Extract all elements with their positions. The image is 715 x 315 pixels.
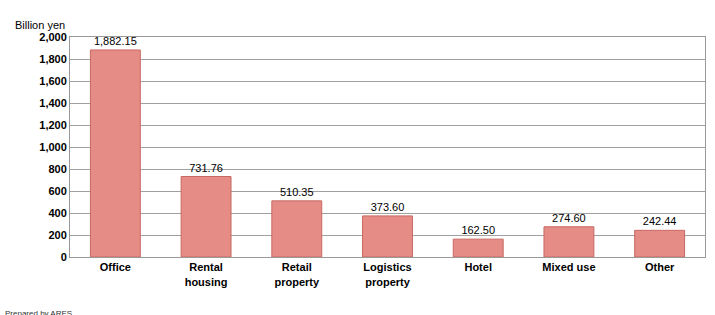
svg-text:1,800: 1,800 [39, 53, 67, 65]
svg-text:1,400: 1,400 [39, 97, 67, 109]
svg-text:162.50: 162.50 [461, 224, 495, 236]
svg-text:1,000: 1,000 [39, 141, 67, 153]
svg-text:Other: Other [645, 261, 675, 273]
svg-text:1,600: 1,600 [39, 75, 67, 87]
svg-text:Billion yen: Billion yen [15, 19, 65, 31]
svg-text:200: 200 [48, 229, 66, 241]
svg-text:242.44: 242.44 [643, 215, 677, 227]
svg-text:Mixed use: Mixed use [542, 261, 595, 273]
svg-text:400: 400 [48, 207, 66, 219]
svg-text:Logisticsproperty: Logisticsproperty [363, 261, 411, 287]
svg-text:800: 800 [48, 163, 66, 175]
svg-text:Hotel: Hotel [464, 261, 492, 273]
svg-text:274.60: 274.60 [552, 212, 586, 224]
svg-text:373.60: 373.60 [371, 201, 405, 213]
svg-text:1,882.15: 1,882.15 [94, 35, 137, 47]
svg-text:Office: Office [100, 261, 131, 273]
svg-text:Rentalhousing: Rentalhousing [185, 261, 228, 287]
svg-text:1,200: 1,200 [39, 119, 67, 131]
svg-text:0: 0 [61, 251, 67, 263]
svg-text:Retailproperty: Retailproperty [274, 261, 320, 287]
svg-text:Prepared by ARES: Prepared by ARES [5, 309, 72, 315]
svg-text:731.76: 731.76 [189, 162, 223, 174]
svg-text:2,000: 2,000 [39, 31, 67, 43]
svg-text:600: 600 [48, 185, 66, 197]
svg-text:510.35: 510.35 [280, 186, 314, 198]
